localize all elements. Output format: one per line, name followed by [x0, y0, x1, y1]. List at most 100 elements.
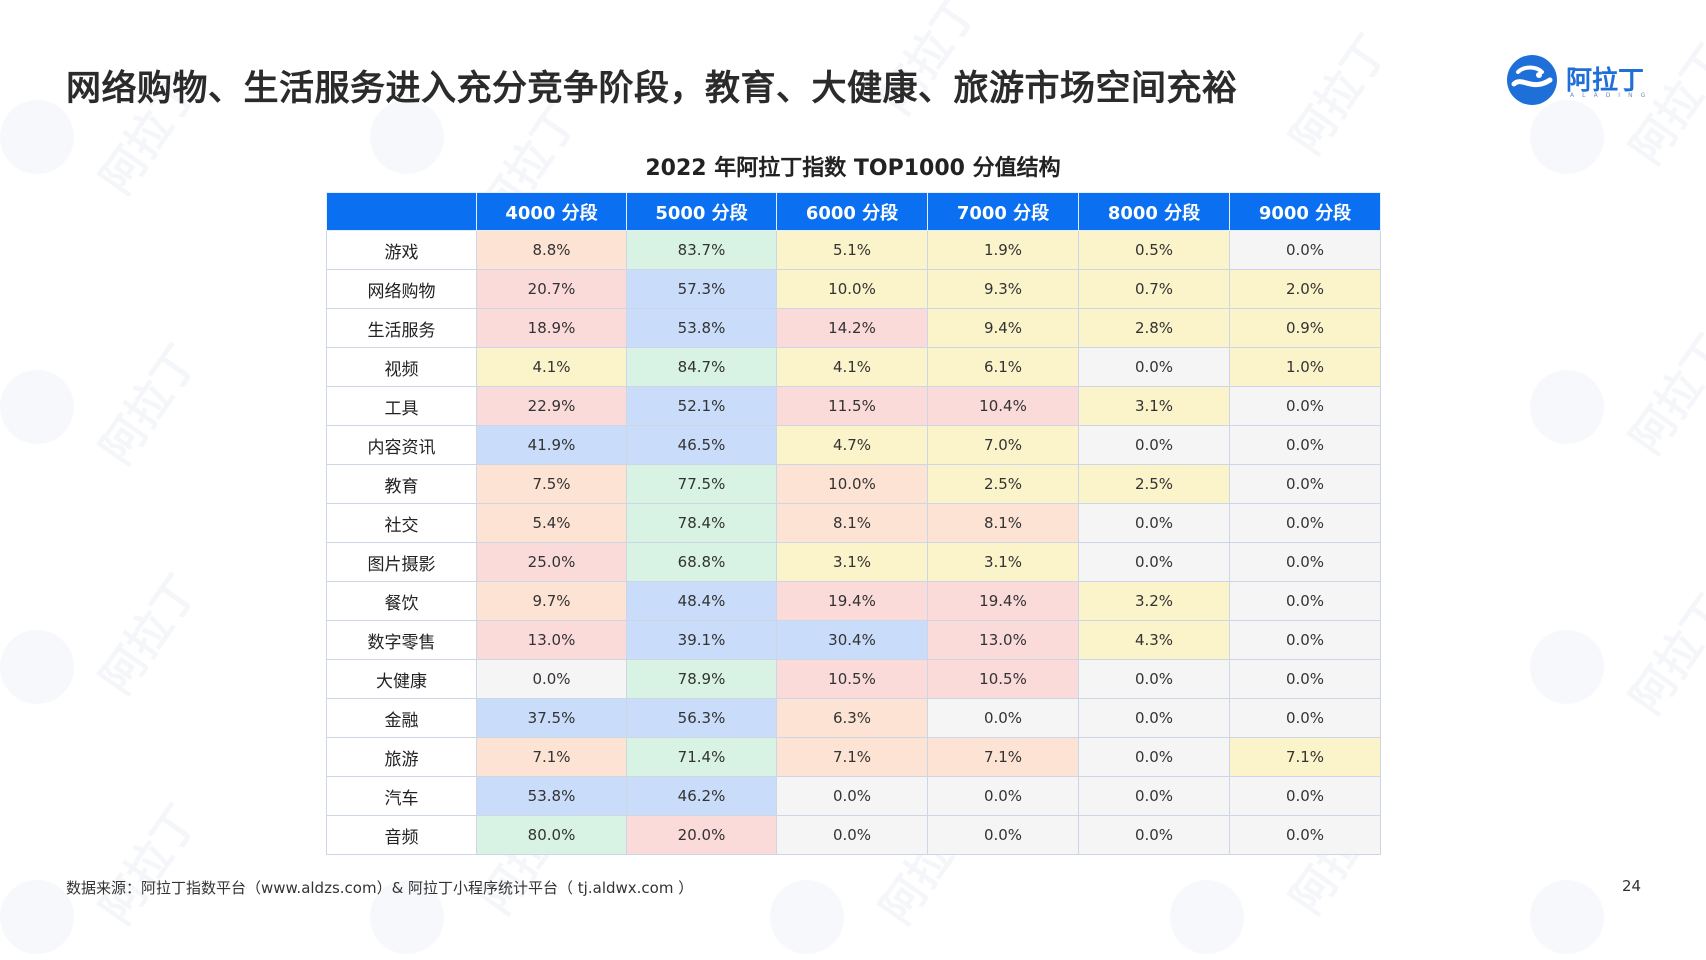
- table-cell: 7.1%: [476, 737, 627, 777]
- table-cell: 0.0%: [927, 776, 1079, 816]
- table-cell: 10.0%: [776, 269, 928, 309]
- table-row: 数字零售 13.0% 39.1% 30.4% 13.0% 4.3% 0.0%: [326, 620, 1381, 660]
- table-cell: 4.1%: [476, 347, 627, 387]
- brand-logo: 阿拉丁 ALADING: [1506, 54, 1666, 108]
- watermark-text: 阿拉丁: [1620, 585, 1706, 724]
- table-cell: 0.0%: [1229, 815, 1381, 855]
- watermark-text: 阿拉丁: [1280, 25, 1399, 164]
- table-cell: 22.9%: [476, 386, 627, 426]
- watermark-text: 阿拉丁: [1620, 325, 1706, 464]
- table-cell: 13.0%: [927, 620, 1079, 660]
- table-cell: 78.4%: [626, 503, 777, 543]
- table-cell: 0.0%: [1229, 503, 1381, 543]
- table-cell: 83.7%: [626, 230, 777, 270]
- column-header: 9000 分段: [1229, 192, 1381, 231]
- table-row: 金融 37.5% 56.3% 6.3% 0.0% 0.0% 0.0%: [326, 698, 1381, 738]
- table-cell: 2.5%: [1078, 464, 1230, 504]
- page-title: 网络购物、生活服务进入充分竞争阶段，教育、大健康、旅游市场空间充裕: [66, 69, 1238, 109]
- row-label: 工具: [326, 386, 477, 426]
- row-label: 图片摄影: [326, 542, 477, 582]
- table-cell: 0.0%: [1078, 776, 1230, 816]
- table-cell: 77.5%: [626, 464, 777, 504]
- table-cell: 0.0%: [1229, 581, 1381, 621]
- table-cell: 4.1%: [776, 347, 928, 387]
- table-cell: 46.5%: [626, 425, 777, 465]
- row-label: 网络购物: [326, 269, 477, 309]
- table-cell: 0.0%: [1078, 347, 1230, 387]
- table-row: 社交 5.4% 78.4% 8.1% 8.1% 0.0% 0.0%: [326, 503, 1381, 543]
- table-cell: 53.8%: [476, 776, 627, 816]
- column-header: 7000 分段: [927, 192, 1079, 231]
- logo-subtitle: ALADING: [1570, 92, 1654, 99]
- table-cell: 0.0%: [1229, 698, 1381, 738]
- table-cell: 56.3%: [626, 698, 777, 738]
- table-row: 大健康 0.0% 78.9% 10.5% 10.5% 0.0% 0.0%: [326, 659, 1381, 699]
- table-cell: 20.7%: [476, 269, 627, 309]
- table-cell: 5.1%: [776, 230, 928, 270]
- table-cell: 2.8%: [1078, 308, 1230, 348]
- table-row: 内容资讯 41.9% 46.5% 4.7% 7.0% 0.0% 0.0%: [326, 425, 1381, 465]
- table-body: 游戏 8.8% 83.7% 5.1% 1.9% 0.5% 0.0% 网络购物 20.7% 57.3…: [326, 230, 1381, 855]
- table-cell: 0.0%: [1229, 659, 1381, 699]
- row-label: 社交: [326, 503, 477, 543]
- table-cell: 0.0%: [1078, 659, 1230, 699]
- table-cell: 0.0%: [1229, 230, 1381, 270]
- table-cell: 0.0%: [1078, 542, 1230, 582]
- table-cell: 9.4%: [927, 308, 1079, 348]
- table-cell: 10.0%: [776, 464, 928, 504]
- table-cell: 41.9%: [476, 425, 627, 465]
- watermark-logo-icon: [1530, 880, 1604, 954]
- watermark-logo-icon: [1530, 370, 1604, 444]
- table-cell: 18.9%: [476, 308, 627, 348]
- row-label: 音频: [326, 815, 477, 855]
- table-cell: 19.4%: [776, 581, 928, 621]
- table-cell: 2.5%: [927, 464, 1079, 504]
- watermark-logo-icon: [0, 630, 74, 704]
- table-row: 生活服务 18.9% 53.8% 14.2% 9.4% 2.8% 0.9%: [326, 308, 1381, 348]
- column-header: 6000 分段: [776, 192, 928, 231]
- row-label: 旅游: [326, 737, 477, 777]
- table-cell: 6.3%: [776, 698, 928, 738]
- table-cell: 39.1%: [626, 620, 777, 660]
- table-cell: 9.7%: [476, 581, 627, 621]
- column-header: 5000 分段: [626, 192, 777, 231]
- table-cell: 7.0%: [927, 425, 1079, 465]
- page-number: 24: [1622, 877, 1642, 895]
- table-cell: 25.0%: [476, 542, 627, 582]
- table-cell: 2.0%: [1229, 269, 1381, 309]
- row-label: 教育: [326, 464, 477, 504]
- table-cell: 14.2%: [776, 308, 928, 348]
- table-header-row: 4000 分段 5000 分段 6000 分段 7000 分段 8000 分段 9000 …: [326, 192, 1381, 231]
- row-label: 大健康: [326, 659, 477, 699]
- table-cell: 71.4%: [626, 737, 777, 777]
- table-cell: 0.0%: [1078, 503, 1230, 543]
- table-cell: 0.0%: [776, 776, 928, 816]
- aladdin-wave-logo-icon: [1507, 55, 1557, 105]
- table-cell: 1.0%: [1229, 347, 1381, 387]
- row-label: 金融: [326, 698, 477, 738]
- watermark-text: 阿拉丁: [90, 795, 209, 934]
- row-label: 餐饮: [326, 581, 477, 621]
- watermark-logo-icon: [770, 880, 844, 954]
- row-label: 生活服务: [326, 308, 477, 348]
- table-cell: 0.0%: [1229, 386, 1381, 426]
- table-cell: 19.4%: [927, 581, 1079, 621]
- table-cell: 0.5%: [1078, 230, 1230, 270]
- table-cell: 84.7%: [626, 347, 777, 387]
- table-cell: 0.0%: [476, 659, 627, 699]
- row-label: 内容资讯: [326, 425, 477, 465]
- table-cell: 7.1%: [1229, 737, 1381, 777]
- table-cell: 53.8%: [626, 308, 777, 348]
- table-cell: 6.1%: [927, 347, 1079, 387]
- table-cell: 4.3%: [1078, 620, 1230, 660]
- table-cell: 68.8%: [626, 542, 777, 582]
- watermark-text: 阿拉丁: [90, 335, 209, 474]
- table-cell: 0.0%: [1229, 620, 1381, 660]
- score-structure-table: 4000 分段 5000 分段 6000 分段 7000 分段 8000 分段 9000 …: [326, 192, 1381, 855]
- table-cell: 0.0%: [927, 815, 1079, 855]
- table-row: 网络购物 20.7% 57.3% 10.0% 9.3% 0.7% 2.0%: [326, 269, 1381, 309]
- table-row: 工具 22.9% 52.1% 11.5% 10.4% 3.1% 0.0%: [326, 386, 1381, 426]
- table-cell: 20.0%: [626, 815, 777, 855]
- table-cell: 9.3%: [927, 269, 1079, 309]
- table-row: 餐饮 9.7% 48.4% 19.4% 19.4% 3.2% 0.0%: [326, 581, 1381, 621]
